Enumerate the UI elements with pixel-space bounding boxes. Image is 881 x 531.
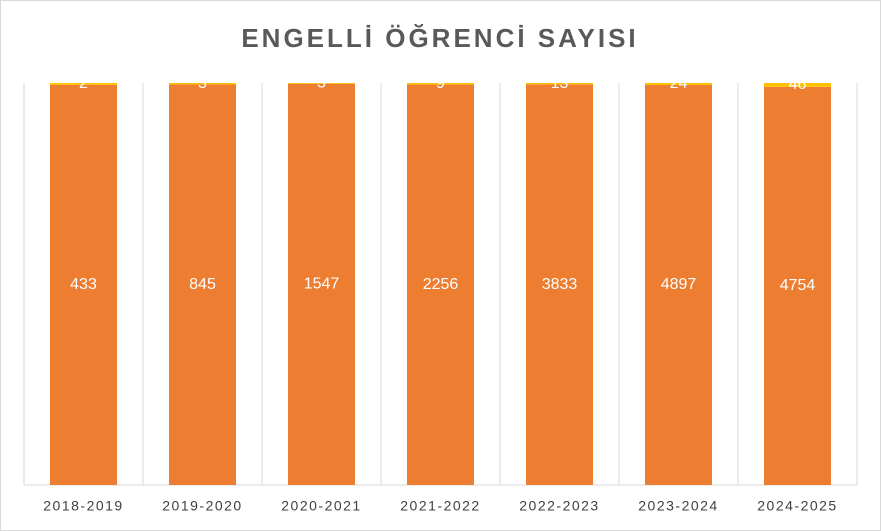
bar-segment: [764, 83, 831, 87]
data-label: 9: [436, 75, 445, 92]
data-label: 4754: [780, 277, 816, 294]
data-label: 845: [189, 276, 216, 293]
data-label: 24: [670, 75, 688, 92]
bar-segment: [764, 86, 831, 485]
x-tick-label: 2019-2020: [162, 498, 242, 514]
bar-segment: [407, 84, 474, 485]
x-tick-label: 2018-2019: [43, 498, 123, 514]
bar-segment: [526, 84, 593, 485]
data-label: 3833: [542, 276, 578, 293]
x-tick-label: 2021-2022: [400, 498, 480, 514]
data-label: 46: [789, 76, 807, 93]
data-label: 3: [198, 75, 207, 92]
data-label: 13: [551, 75, 569, 92]
bar-segment: [50, 84, 117, 486]
chart-title: ENGELLİ ÖĞRENCİ SAYISI: [241, 23, 638, 53]
data-label: 2: [79, 75, 88, 92]
x-tick-label: 2022-2023: [519, 498, 599, 514]
bar-segment: [645, 83, 712, 85]
bar-segment: [407, 83, 474, 85]
bar-segment: [169, 84, 236, 485]
data-label: 1547: [304, 276, 340, 293]
x-tick-label: 2024-2025: [757, 498, 837, 514]
data-label: 433: [70, 276, 97, 293]
bar-segment: [288, 83, 355, 84]
data-label: 3: [317, 75, 326, 92]
bar-segment: [526, 83, 593, 85]
bar-segment: [50, 83, 117, 85]
bar-segment: [169, 83, 236, 85]
x-tick-label: 2023-2024: [638, 498, 718, 514]
x-tick-label: 2020-2021: [281, 498, 361, 514]
data-label: 4897: [661, 276, 697, 293]
bar-segment: [288, 83, 355, 485]
data-label: 2256: [423, 276, 459, 293]
bar-segment: [645, 84, 712, 486]
